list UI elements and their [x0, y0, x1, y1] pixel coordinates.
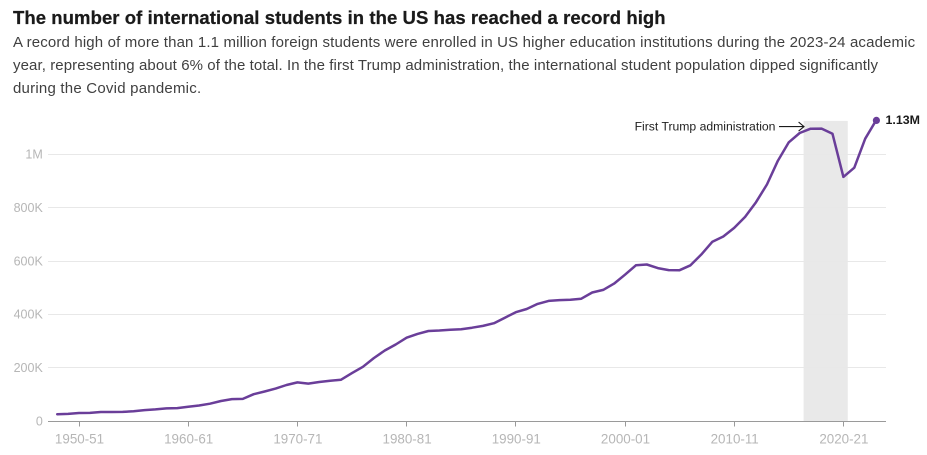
svg-text:1.13M: 1.13M — [886, 113, 920, 127]
svg-text:800K: 800K — [14, 201, 44, 215]
svg-text:2010-11: 2010-11 — [711, 432, 759, 447]
svg-text:1M: 1M — [25, 148, 42, 162]
svg-text:1990-91: 1990-91 — [492, 432, 541, 447]
svg-text:1970-71: 1970-71 — [273, 432, 322, 447]
svg-text:1950-51: 1950-51 — [55, 432, 104, 447]
svg-text:2020-21: 2020-21 — [819, 432, 868, 447]
svg-text:1960-61: 1960-61 — [164, 432, 213, 447]
svg-text:200K: 200K — [14, 361, 44, 375]
svg-text:First Trump administration: First Trump administration — [635, 120, 776, 134]
svg-text:0: 0 — [36, 415, 43, 429]
svg-text:400K: 400K — [14, 308, 44, 322]
svg-text:2000-01: 2000-01 — [601, 432, 650, 447]
svg-text:1980-81: 1980-81 — [383, 432, 432, 447]
svg-text:600K: 600K — [14, 255, 44, 269]
